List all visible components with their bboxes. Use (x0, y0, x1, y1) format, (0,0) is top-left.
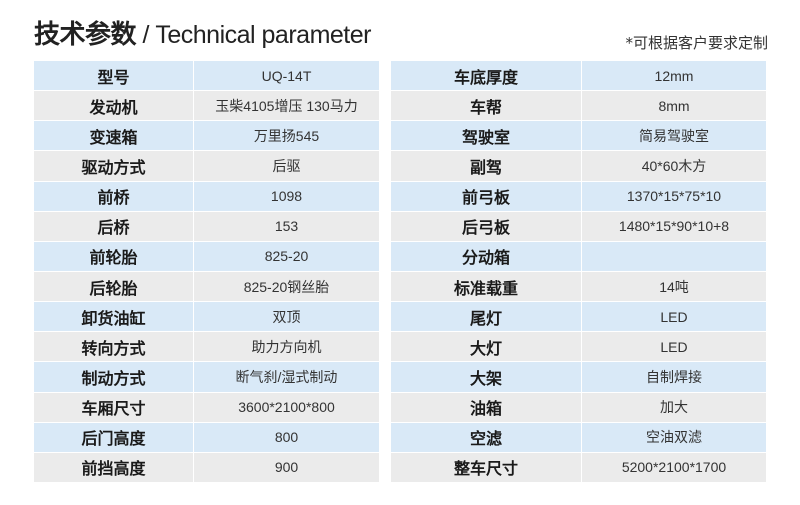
spec-row: 后门高度 800 (33, 421, 380, 453)
spec-value: 双顶 (193, 301, 380, 333)
spec-label: 前弓板 (390, 180, 582, 212)
spec-label: 前轮胎 (33, 240, 194, 272)
spec-row: 整车尺寸 5200*2100*1700 (390, 451, 767, 483)
spec-value: 自制焊接 (581, 361, 767, 393)
spec-value: 8mm (581, 90, 767, 122)
spec-value: 加大 (581, 391, 767, 423)
spec-row: 卸货油缸 双顶 (33, 301, 380, 333)
customization-note: *可根据客户要求定制 (625, 34, 768, 52)
spec-value: 14吨 (581, 270, 767, 303)
title-cn: 技术参数 (34, 20, 137, 50)
spec-row: 后轮胎 825-20钢丝胎 (33, 270, 380, 303)
spec-row: 发动机 玉柴4105增压 130马力 (33, 90, 380, 122)
spec-label: 整车尺寸 (390, 451, 582, 483)
spec-value: 1480*15*90*10+8 (581, 210, 767, 242)
spec-label: 制动方式 (33, 361, 194, 393)
spec-label: 空滤 (390, 421, 582, 453)
spec-label: 尾灯 (390, 301, 582, 333)
spec-value: 5200*2100*1700 (581, 451, 767, 483)
spec-row: 分动箱 (390, 240, 767, 272)
spec-row: 车厢尺寸 3600*2100*800 (33, 391, 380, 423)
spec-value: 800 (193, 421, 380, 453)
spec-row: 制动方式 断气刹/湿式制动 (33, 361, 380, 393)
spec-label: 车底厚度 (390, 59, 582, 92)
spec-value: 153 (193, 210, 380, 242)
spec-row: 前弓板 1370*15*75*10 (390, 180, 767, 212)
spec-value (581, 240, 767, 272)
spec-row: 前桥 1098 (33, 180, 380, 212)
page-title: 技术参数 / Technical parameter (34, 14, 371, 51)
spec-label: 后桥 (33, 210, 194, 242)
spec-table-left: 型号 UQ-14T 发动机 玉柴4105增压 130马力 变速箱 万里扬545 驱动方式 后驱… (33, 59, 380, 483)
spec-value: 825-20 (193, 240, 380, 272)
spec-row: 后弓板 1480*15*90*10+8 (390, 210, 767, 242)
spec-row: 变速箱 万里扬545 (33, 120, 380, 152)
spec-value: 900 (193, 451, 380, 483)
spec-value: 1098 (193, 180, 380, 212)
spec-label: 前桥 (33, 180, 194, 212)
spec-value: UQ-14T (193, 59, 380, 92)
spec-row: 尾灯 LED (390, 301, 767, 333)
spec-value: 万里扬545 (193, 120, 380, 152)
spec-row: 空滤 空油双滤 (390, 421, 767, 453)
spec-row: 驾驶室 简易驾驶室 (390, 120, 767, 152)
spec-row: 大架 自制焊接 (390, 361, 767, 393)
spec-label: 转向方式 (33, 331, 194, 363)
spec-value: 空油双滤 (581, 421, 767, 453)
spec-value: LED (581, 331, 767, 363)
spec-label: 大架 (390, 361, 582, 393)
spec-value: 后驱 (193, 150, 380, 182)
spec-value: 简易驾驶室 (581, 120, 767, 152)
spec-row: 大灯 LED (390, 331, 767, 363)
spec-label: 标准载重 (390, 270, 582, 303)
spec-label: 油箱 (390, 391, 582, 423)
spec-label: 车帮 (390, 90, 582, 122)
spec-row: 前挡高度 900 (33, 451, 380, 483)
spec-value: 玉柴4105增压 130马力 (193, 90, 380, 122)
spec-value: LED (581, 301, 767, 333)
spec-row: 车帮 8mm (390, 90, 767, 122)
spec-label: 发动机 (33, 90, 194, 122)
spec-value: 825-20钢丝胎 (193, 270, 380, 303)
title-separator: / (136, 21, 156, 49)
spec-value: 40*60木方 (581, 150, 767, 182)
title-en: Technical parameter (155, 21, 371, 49)
spec-label: 后弓板 (390, 210, 582, 242)
spec-value: 3600*2100*800 (193, 391, 380, 423)
spec-label: 分动箱 (390, 240, 582, 272)
spec-label: 副驾 (390, 150, 582, 182)
spec-row: 转向方式 助力方向机 (33, 331, 380, 363)
spec-value: 断气刹/湿式制动 (193, 361, 380, 393)
spec-value: 助力方向机 (193, 331, 380, 363)
spec-label: 前挡高度 (33, 451, 194, 483)
spec-row: 副驾 40*60木方 (390, 150, 767, 182)
spec-label: 变速箱 (33, 120, 194, 152)
spec-value: 1370*15*75*10 (581, 180, 767, 212)
spec-label: 大灯 (390, 331, 582, 363)
spec-label: 后门高度 (33, 421, 194, 453)
spec-row: 驱动方式 后驱 (33, 150, 380, 182)
spec-row: 车底厚度 12mm (390, 59, 767, 92)
spec-label: 驾驶室 (390, 120, 582, 152)
spec-value: 12mm (581, 59, 767, 92)
spec-label: 型号 (33, 59, 194, 92)
spec-row: 型号 UQ-14T (33, 59, 380, 92)
spec-label: 后轮胎 (33, 270, 194, 303)
spec-label: 驱动方式 (33, 150, 194, 182)
spec-row: 前轮胎 825-20 (33, 240, 380, 272)
spec-label: 卸货油缸 (33, 301, 194, 333)
spec-table-right: 车底厚度 12mm 车帮 8mm 驾驶室 简易驾驶室 副驾 40*60木方 前弓板 1370*15… (390, 59, 767, 483)
spec-row: 标准载重 14吨 (390, 270, 767, 303)
spec-row: 油箱 加大 (390, 391, 767, 423)
spec-row: 后桥 153 (33, 210, 380, 242)
spec-label: 车厢尺寸 (33, 391, 194, 423)
